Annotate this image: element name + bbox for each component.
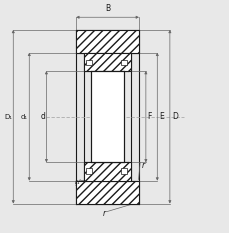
Text: D: D [172, 112, 178, 121]
Bar [120, 168, 127, 174]
Text: d: d [40, 112, 45, 121]
Bar [85, 168, 92, 174]
Bar [84, 162, 131, 181]
Bar [85, 162, 127, 175]
Bar [85, 60, 92, 65]
Text: F: F [147, 112, 151, 121]
Bar [84, 53, 131, 71]
Bar [76, 30, 138, 53]
Text: B₃: B₃ [102, 89, 110, 96]
Bar [120, 60, 127, 65]
Bar [91, 71, 124, 162]
Bar [76, 181, 138, 204]
Text: B: B [105, 4, 110, 13]
Text: r₁: r₁ [75, 179, 80, 185]
Text: r: r [103, 209, 106, 218]
Text: E: E [159, 112, 164, 121]
Text: d₁: d₁ [21, 114, 28, 120]
Bar [85, 58, 127, 71]
Text: r: r [141, 161, 144, 170]
Text: D₁: D₁ [4, 114, 12, 120]
